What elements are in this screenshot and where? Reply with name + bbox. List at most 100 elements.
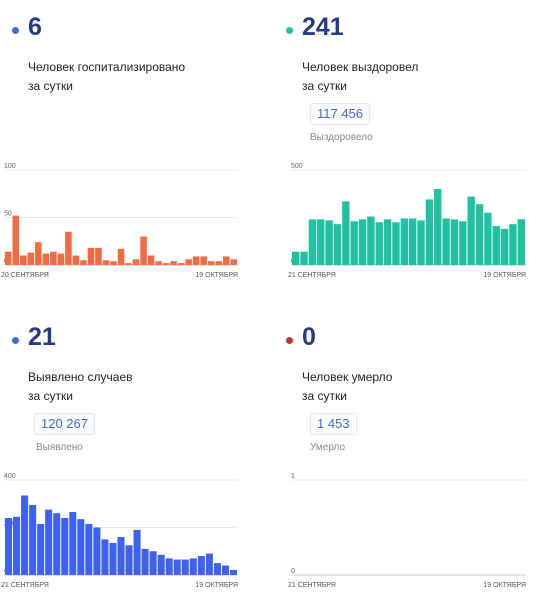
bar xyxy=(53,513,61,575)
bar xyxy=(475,204,484,265)
bar xyxy=(170,261,177,265)
y-tick-label: 50 xyxy=(4,211,12,218)
bar xyxy=(205,553,213,576)
bar xyxy=(417,220,425,265)
bar xyxy=(109,542,117,575)
total-badge: 1 453 xyxy=(310,413,357,435)
bar xyxy=(467,196,475,265)
bar xyxy=(325,220,333,265)
bar xyxy=(425,199,434,265)
x-end-label: 19 ОКТЯБРЯ xyxy=(483,272,526,279)
description-line-1: Человек умерло xyxy=(302,370,393,384)
bar xyxy=(132,259,140,265)
total-badge: 120 267 xyxy=(34,413,95,435)
bar xyxy=(133,529,141,576)
bar xyxy=(95,247,102,265)
bar xyxy=(392,222,400,265)
y-tick-label: 0 xyxy=(291,568,295,575)
bar xyxy=(459,221,467,265)
bar xyxy=(5,251,12,265)
bar xyxy=(162,263,170,265)
bar xyxy=(125,263,132,265)
bar xyxy=(141,548,149,576)
bar xyxy=(42,253,50,265)
bar xyxy=(207,261,215,265)
y-tick-label: 1 xyxy=(291,473,295,480)
bar xyxy=(27,252,35,265)
x-end-label: 19 ОКТЯБРЯ xyxy=(195,272,238,279)
bar xyxy=(177,263,185,265)
description-line-2: за сутки xyxy=(302,79,347,93)
y-tick-label: 400 xyxy=(4,473,16,480)
recovered-panel: 241 Человек выздоровел за сутки 117 456 … xyxy=(270,0,530,290)
bar xyxy=(292,251,300,265)
bar xyxy=(87,247,95,265)
bar xyxy=(189,558,197,576)
bar xyxy=(213,563,221,576)
bar xyxy=(80,260,87,265)
description-line-1: Человек госпитализировано xyxy=(28,60,186,74)
description: Выявлено случаев за сутки xyxy=(28,368,228,406)
bar xyxy=(57,253,65,265)
bar xyxy=(215,261,222,265)
bar xyxy=(155,261,162,265)
bar xyxy=(197,556,205,575)
y-tick-label: 100 xyxy=(4,163,16,170)
bar xyxy=(29,504,37,575)
bar xyxy=(20,255,27,265)
total-badge: 117 456 xyxy=(310,103,371,125)
bar xyxy=(222,256,230,265)
bar xyxy=(45,509,53,575)
bar xyxy=(400,218,408,265)
x-end-label: 19 ОКТЯБРЯ xyxy=(195,582,238,589)
bar xyxy=(117,248,125,265)
bar xyxy=(185,259,192,265)
bullet-dot xyxy=(286,337,293,344)
x-start-label: 21 СЕНТЯБРЯ xyxy=(288,272,336,279)
bar xyxy=(500,228,509,265)
bar xyxy=(69,512,77,575)
bar xyxy=(181,559,189,575)
daily-value: 6 xyxy=(28,13,42,41)
description: Человек умерло за сутки xyxy=(302,368,502,406)
bar xyxy=(110,261,117,265)
bar xyxy=(5,518,13,575)
daily-value: 21 xyxy=(28,323,56,351)
bar xyxy=(35,242,42,265)
description-line-2: за сутки xyxy=(28,79,73,93)
description: Человек выздоровел за сутки xyxy=(302,58,502,96)
bar xyxy=(434,189,442,265)
bar xyxy=(300,251,308,265)
x-start-label: 21 СЕНТЯБРЯ xyxy=(1,582,49,589)
bar xyxy=(65,231,72,265)
description: Человек госпитализировано за сутки xyxy=(28,58,228,96)
bar xyxy=(367,216,375,265)
bar xyxy=(12,215,20,265)
bar xyxy=(21,495,29,575)
deaths-chart: 1 0 21 СЕНТЯБРЯ 19 ОКТЯБРЯ xyxy=(288,473,526,589)
bar xyxy=(333,224,342,265)
bar xyxy=(72,255,80,265)
bar xyxy=(375,222,383,265)
bar xyxy=(230,259,237,265)
cases-panel: 21 Выявлено случаев за сутки 120 267 Выя… xyxy=(0,310,260,600)
bar xyxy=(61,518,69,575)
hospitalized-panel: 6 Человек госпитализировано за сутки 100… xyxy=(0,0,260,290)
bar xyxy=(200,256,207,265)
bar xyxy=(117,537,125,575)
bar xyxy=(50,251,57,265)
bar xyxy=(37,523,45,575)
bar xyxy=(350,221,358,265)
bar xyxy=(409,218,417,265)
description-line-2: за сутки xyxy=(28,389,73,403)
bar xyxy=(93,527,101,575)
total-label: Умерло xyxy=(310,442,346,453)
bar xyxy=(125,545,133,575)
bar xyxy=(149,551,157,575)
bar xyxy=(102,260,110,265)
total-label: Выздоровело xyxy=(310,132,373,143)
bar xyxy=(173,559,181,575)
daily-value: 241 xyxy=(302,13,344,41)
